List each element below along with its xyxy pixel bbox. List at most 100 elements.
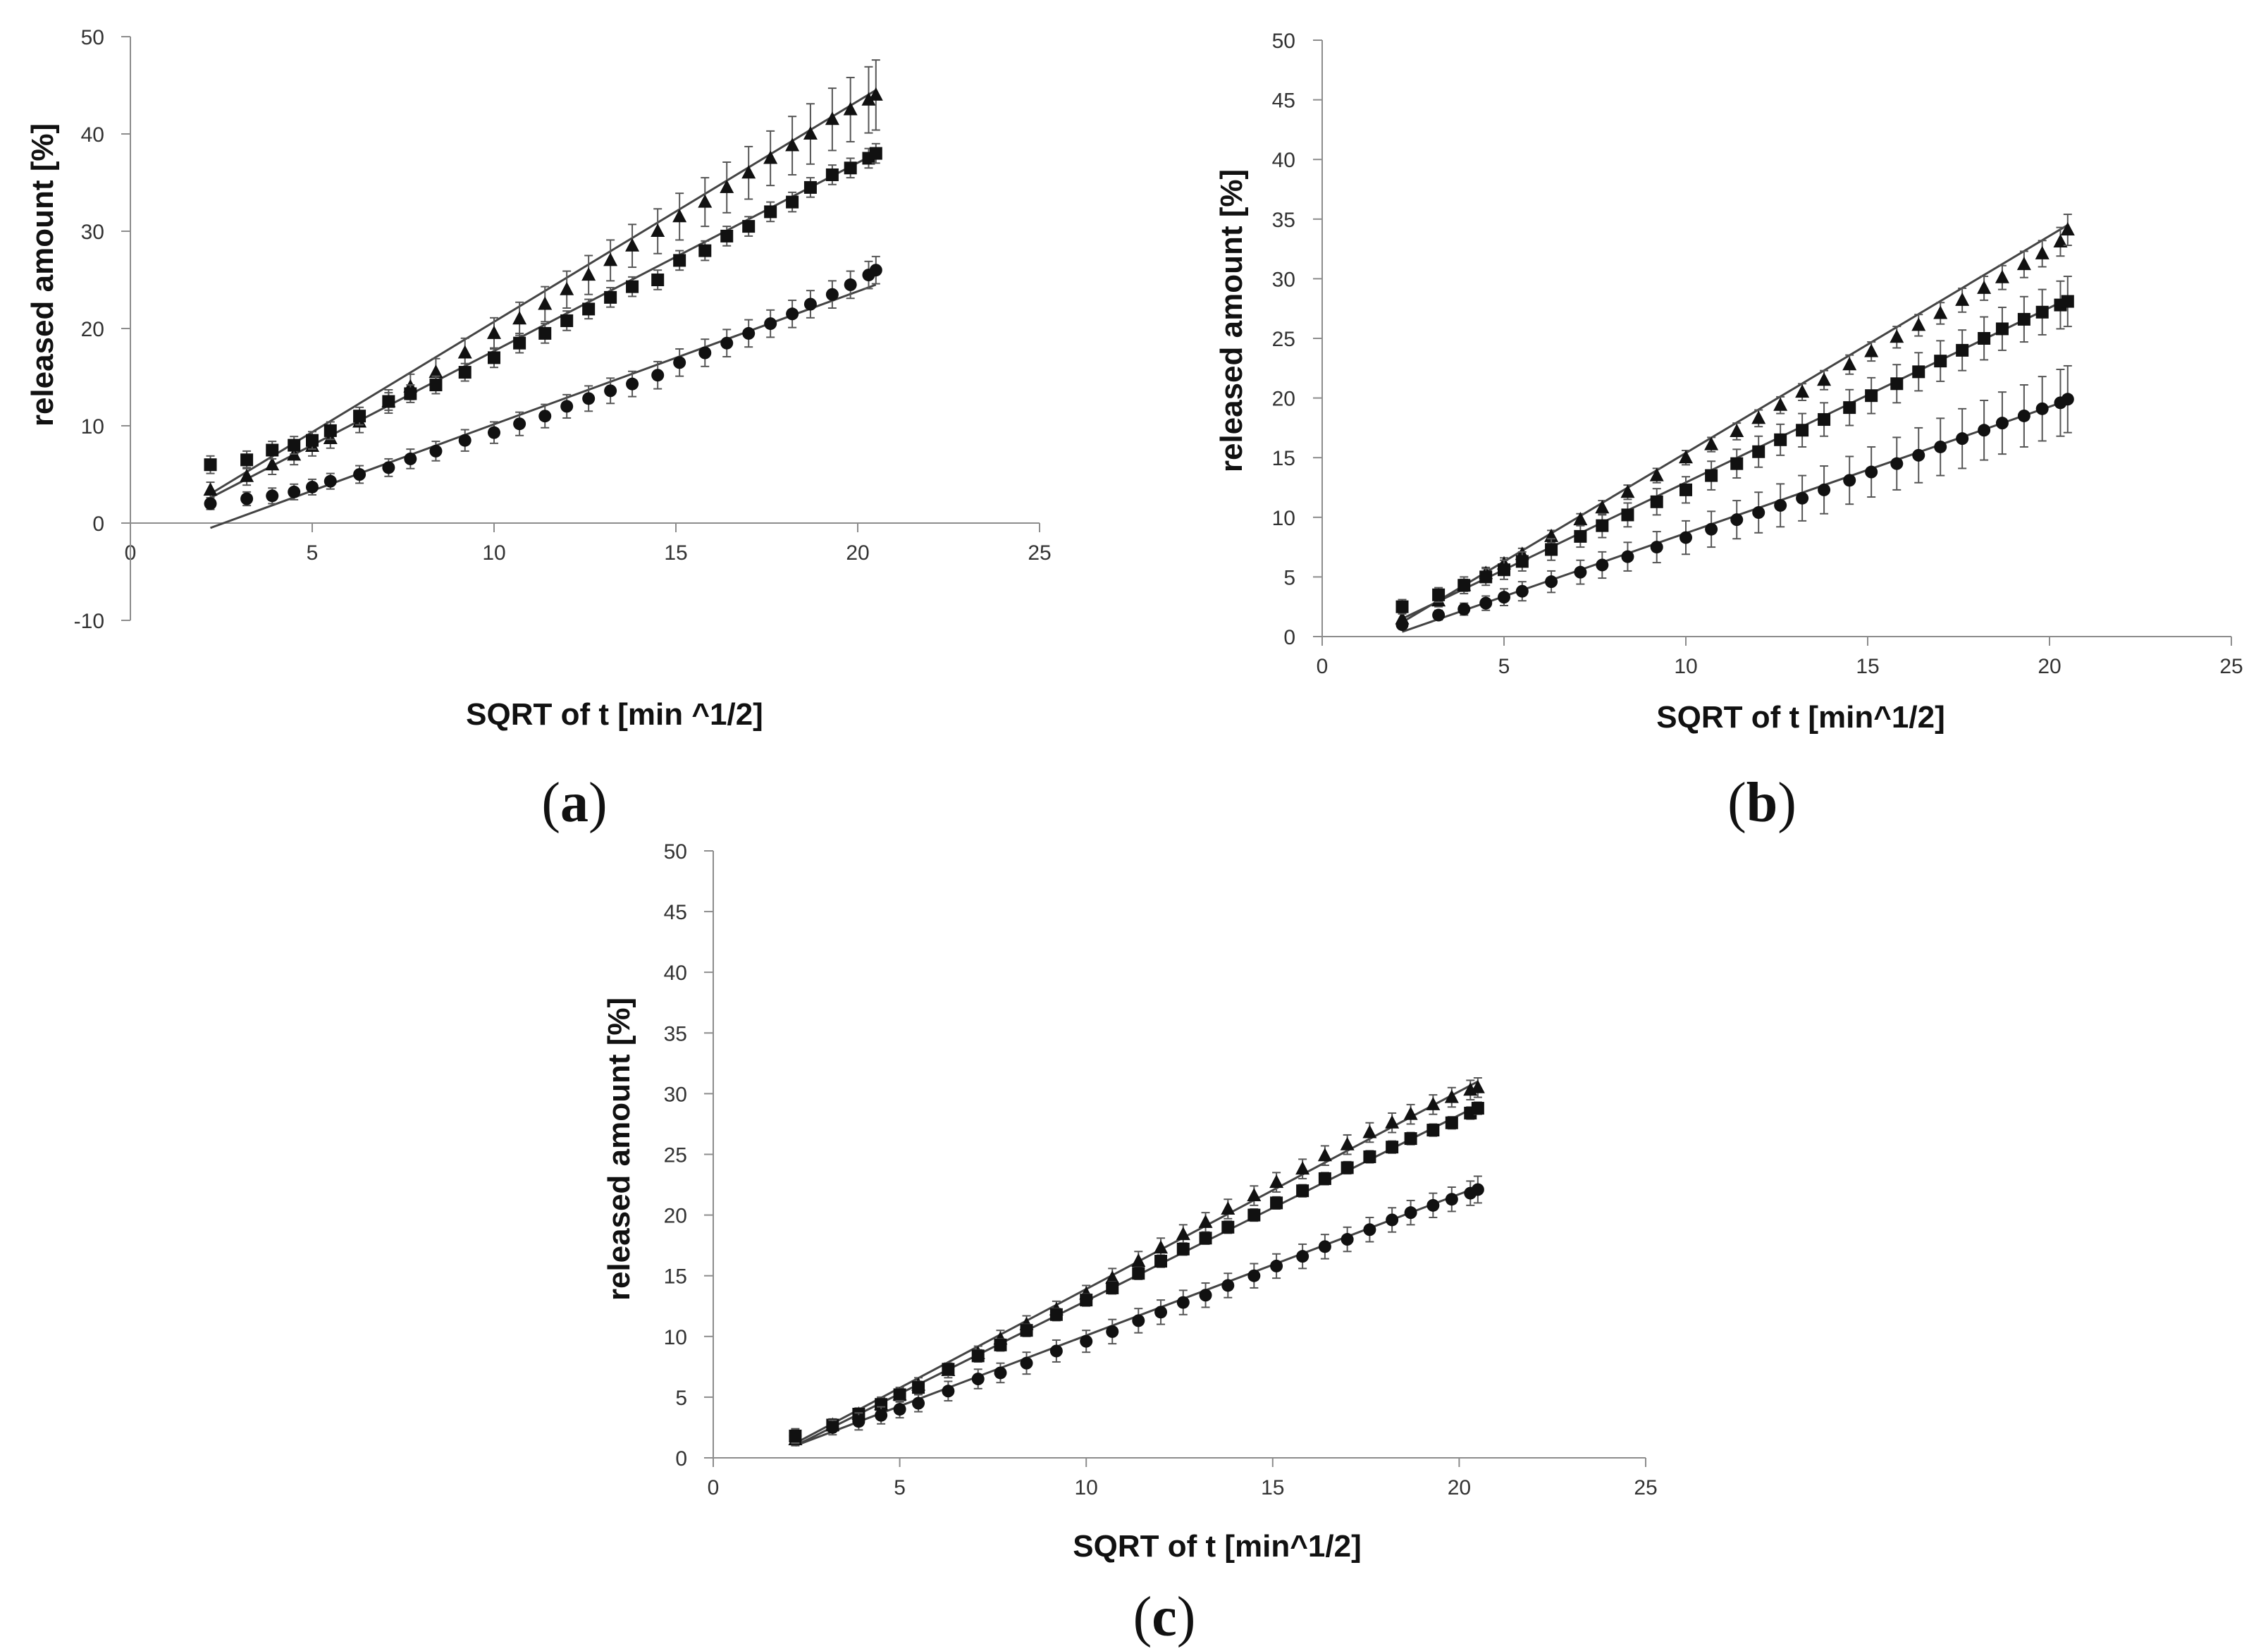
data-point-square: [1705, 469, 1718, 482]
data-point-circle: [429, 444, 443, 458]
y-tick-label: 10: [1272, 507, 1295, 530]
data-point-circle: [2061, 393, 2074, 406]
data-point-triangle: [1864, 343, 1879, 357]
data-point-circle: [844, 278, 857, 291]
data-point-square: [1650, 495, 1663, 508]
data-point-triangle: [1890, 329, 1904, 343]
data-point-square: [869, 147, 882, 160]
data-point-circle: [651, 369, 665, 382]
data-point-circle: [971, 1373, 985, 1386]
data-point-triangle: [698, 194, 713, 208]
y-tick-label: 45: [1272, 90, 1295, 113]
data-point-circle: [1545, 575, 1558, 589]
data-point-triangle: [803, 126, 818, 140]
data-point-square: [1106, 1281, 1119, 1294]
data-point-triangle: [1385, 1115, 1400, 1129]
data-point-square: [1934, 355, 1947, 368]
x-tick-label: 20: [2038, 655, 2061, 678]
y-tick-label: 15: [664, 1265, 687, 1289]
data-point-circle: [1176, 1296, 1190, 1309]
data-point-square: [1341, 1161, 1354, 1174]
data-point-square: [1774, 433, 1787, 446]
data-point-square: [2017, 312, 2030, 326]
y-axis-title-a: released amount [%]: [25, 123, 60, 426]
axes-c: [704, 850, 1646, 1467]
data-point-square: [404, 387, 417, 400]
data-point-square: [912, 1381, 925, 1394]
y-tick-label: 20: [1272, 388, 1295, 411]
data-point-circle: [1363, 1223, 1376, 1236]
chart-panel-a: -10 0 10 20 30 40 50 0 5 10 15 20 25 released amoun…: [25, 26, 1052, 834]
y-tick-label: 20: [81, 318, 104, 341]
x-axis-title-c: SQRT of t [min^1/2]: [1073, 1529, 1361, 1564]
y-tick-label: 40: [81, 123, 104, 147]
data-point-triangle: [1176, 1227, 1190, 1241]
y-tick-label: 50: [81, 26, 104, 49]
data-point-square: [1426, 1124, 1440, 1137]
data-point-square: [720, 229, 734, 243]
data-point-circle: [1426, 1198, 1440, 1212]
data-point-triangle: [843, 102, 858, 116]
panel-label-b: (b): [1727, 772, 1796, 834]
data-point-circle: [1995, 417, 2009, 430]
y-tick-label: 5: [1283, 566, 1295, 589]
y-tick-label: 35: [664, 1022, 687, 1045]
data-point-square: [673, 254, 686, 267]
data-point-square: [942, 1363, 955, 1376]
data-point-triangle: [1595, 500, 1610, 514]
data-point-square: [1404, 1132, 1417, 1146]
data-point-square: [240, 453, 254, 467]
data-point-circle: [1106, 1325, 1119, 1338]
data-point-square: [1978, 332, 1991, 345]
data-point-circle: [1395, 618, 1409, 632]
data-point-triangle: [1317, 1148, 1332, 1162]
x-tick-labels-c: 0 5 10 15 20 25: [708, 1476, 1658, 1499]
data-point-triangle: [1911, 317, 1926, 331]
data-point-triangle: [651, 223, 665, 237]
x-tick-labels-a: 0 5 10 15 20 25: [125, 541, 1052, 565]
x-tick-label: 5: [894, 1476, 906, 1499]
data-point-square: [1395, 600, 1409, 613]
data-point-square: [1574, 529, 1587, 543]
data-point-triangle: [1573, 512, 1588, 526]
data-point-circle: [1296, 1250, 1309, 1263]
data-point-circle: [1049, 1344, 1063, 1358]
data-marks-a: [203, 59, 883, 510]
data-point-triangle: [1444, 1089, 1459, 1103]
data-point-triangle: [240, 468, 254, 482]
data-point-triangle: [720, 179, 734, 193]
data-point-triangle: [1105, 1270, 1120, 1284]
data-point-triangle: [429, 364, 443, 379]
data-point-triangle: [203, 482, 218, 496]
x-tick-label: 25: [2219, 655, 2243, 678]
data-point-triangle: [868, 87, 883, 101]
data-point-circle: [1730, 513, 1744, 527]
data-point-triangle: [1403, 1106, 1418, 1120]
y-tick-label: 25: [664, 1144, 687, 1167]
data-point-triangle: [1977, 280, 1992, 294]
data-point-circle: [1498, 591, 1510, 604]
data-point-square: [1247, 1208, 1261, 1222]
data-point-circle: [1404, 1206, 1417, 1220]
x-tick-label: 0: [708, 1476, 720, 1499]
data-point-triangle: [672, 209, 687, 223]
data-point-triangle: [2035, 245, 2050, 259]
data-point-circle: [1199, 1289, 1212, 1302]
data-point-triangle: [487, 325, 501, 339]
data-point-circle: [1912, 448, 1925, 462]
data-point-square: [651, 274, 665, 286]
data-point-square: [1270, 1196, 1283, 1210]
data-point-square: [2035, 305, 2049, 319]
x-tick-label: 5: [1498, 655, 1510, 678]
data-point-circle: [458, 434, 472, 447]
data-point-triangle: [625, 238, 640, 252]
data-point-circle: [1865, 465, 1878, 479]
data-point-square: [560, 314, 574, 327]
chart-panel-c: 0 5 10 15 20 25 30 35 40 45 50 0 5 10 15 20 25 released…: [602, 840, 1658, 1648]
y-tick-label: 10: [81, 415, 104, 438]
data-point-square: [1132, 1267, 1145, 1280]
data-point-triangle: [1649, 467, 1664, 481]
data-point-square: [1796, 424, 1809, 437]
data-point-circle: [266, 489, 279, 503]
